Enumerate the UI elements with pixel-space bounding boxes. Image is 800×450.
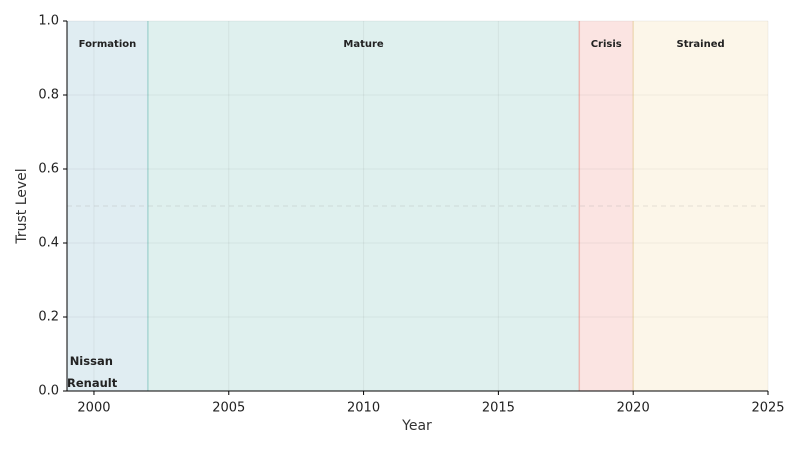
y-tick-label: 0.6 — [38, 162, 59, 177]
x-tick-label: 2020 — [617, 401, 650, 416]
phase-label: Crisis — [591, 39, 622, 50]
y-tick-label: 1.0 — [38, 14, 59, 29]
phase-band — [147, 21, 580, 391]
phase-label: Mature — [343, 39, 384, 50]
annotation: Nissan — [70, 354, 113, 368]
phase-label: Strained — [677, 39, 725, 50]
phase-band — [633, 21, 768, 391]
phase-band — [579, 21, 634, 391]
x-tick-label: 2000 — [77, 401, 110, 416]
annotation: Renault — [67, 376, 118, 390]
y-tick-label: 0.4 — [38, 236, 59, 251]
x-axis-title: Year — [401, 418, 432, 434]
x-tick-label: 2015 — [482, 401, 515, 416]
y-tick-label: 0.8 — [38, 88, 59, 103]
x-tick-label: 2025 — [751, 401, 784, 416]
phase-band — [67, 21, 148, 391]
y-axis-title: Trust Level — [14, 168, 30, 244]
y-tick-label: 0.2 — [38, 310, 59, 325]
x-tick-label: 2005 — [212, 401, 245, 416]
y-tick-label: 0.0 — [38, 384, 59, 399]
phase-label: Formation — [79, 39, 137, 50]
x-tick-label: 2010 — [347, 401, 380, 416]
